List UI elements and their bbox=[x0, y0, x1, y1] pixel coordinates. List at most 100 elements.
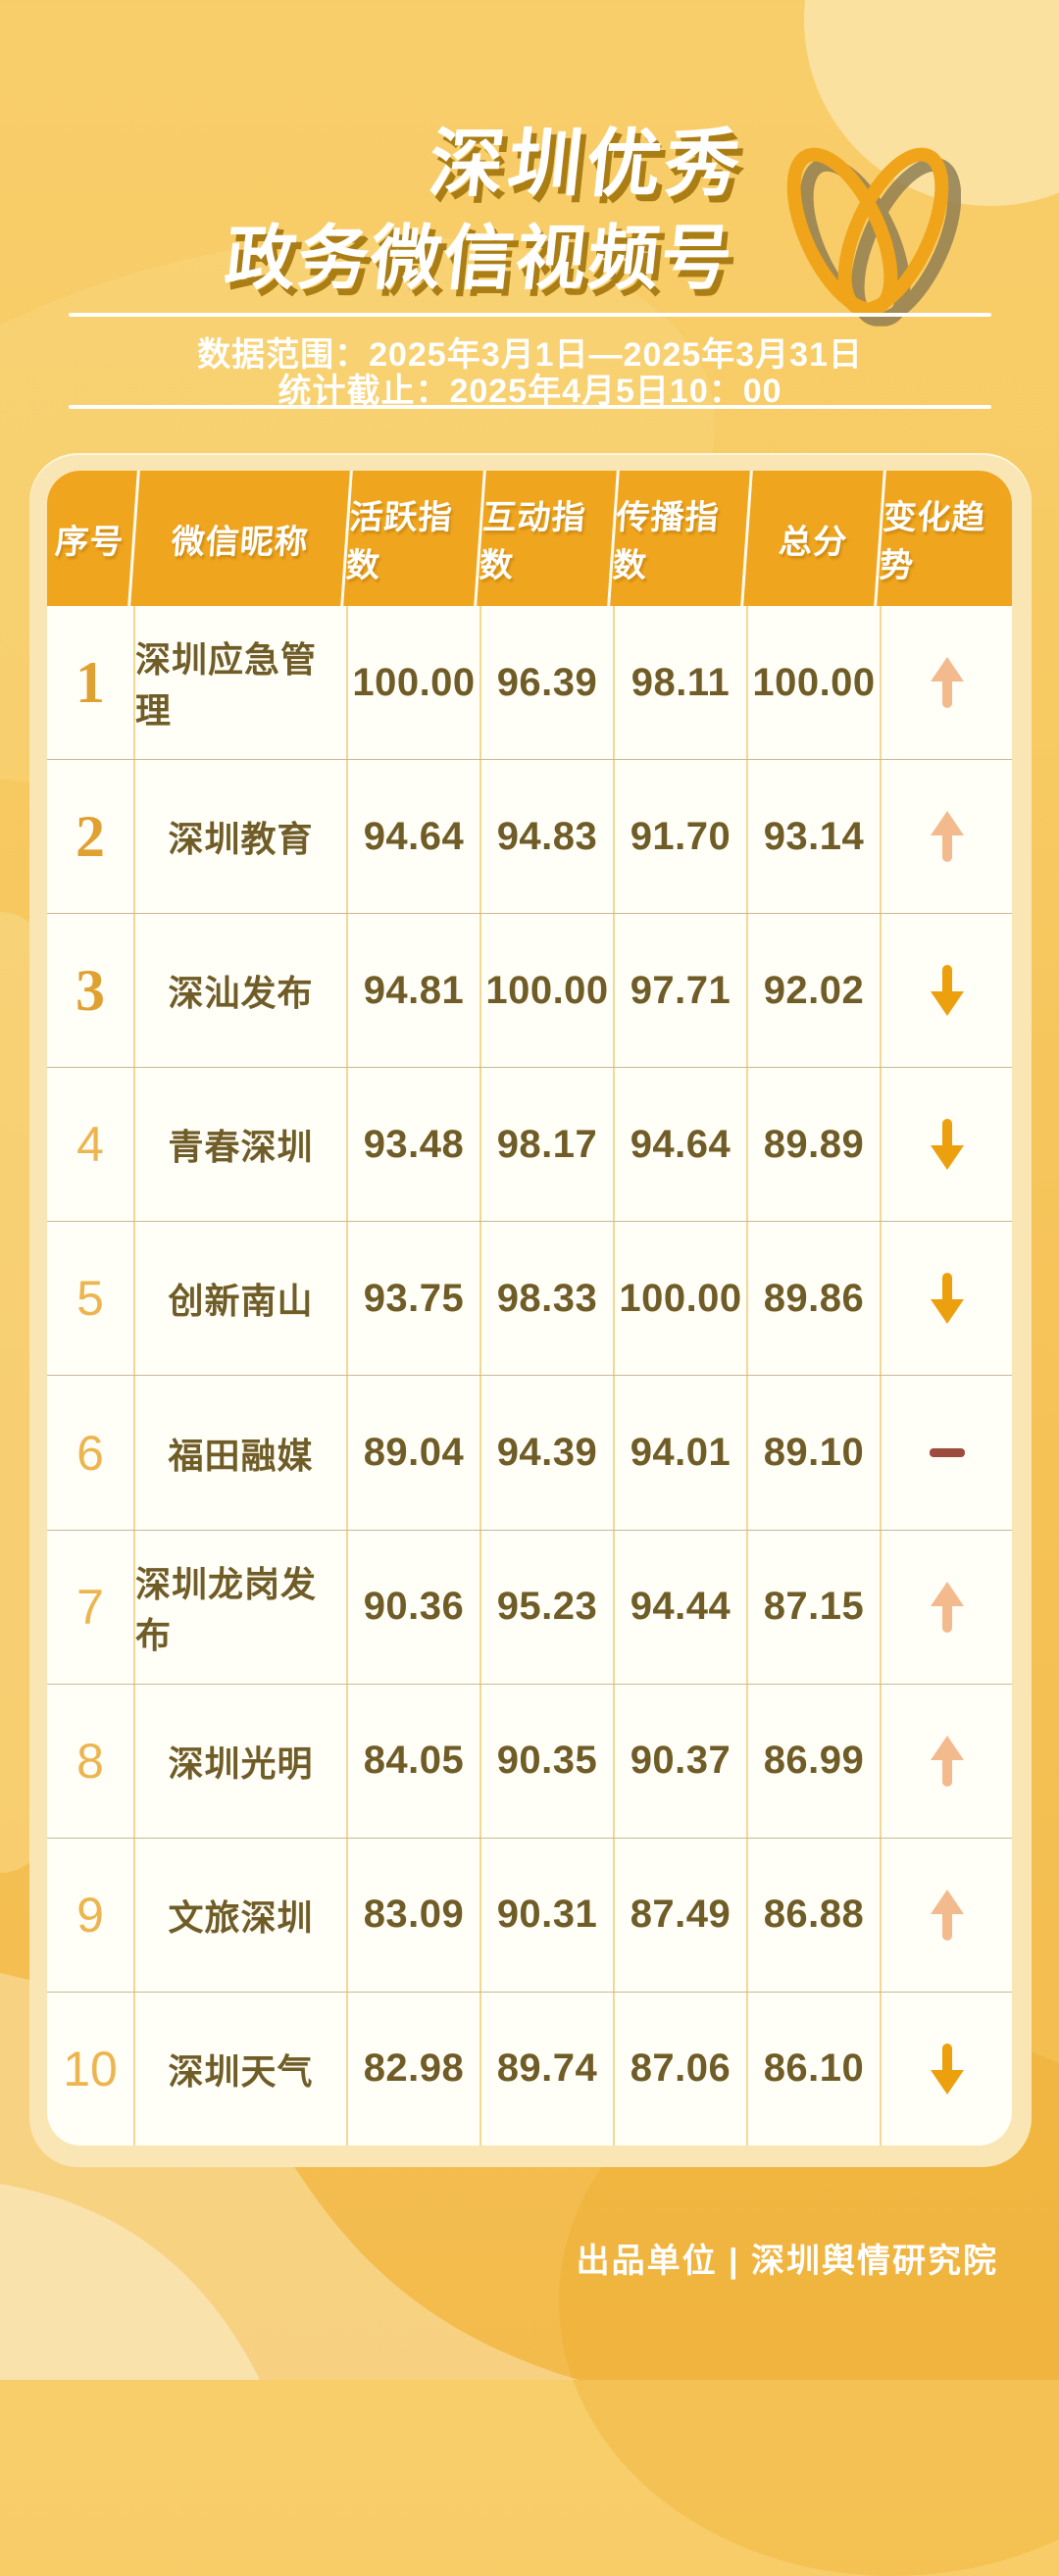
total-score-cell: 92.02 bbox=[748, 914, 882, 1068]
total-score-cell: 87.15 bbox=[748, 1530, 882, 1684]
table-row: 1 深圳应急管理 100.00 96.39 98.11 100.00 bbox=[47, 606, 1012, 760]
trend-cell bbox=[882, 1839, 1012, 1992]
trend-cell bbox=[882, 1531, 1012, 1684]
title-line-1: 深圳优秀 bbox=[425, 123, 748, 206]
total-score-cell: 89.10 bbox=[748, 1376, 882, 1530]
activity-index-cell: 82.98 bbox=[348, 1992, 481, 2146]
trend-up-icon bbox=[930, 657, 964, 709]
account-name-cell: 深圳应急管理 bbox=[135, 606, 348, 760]
page-title: 深圳优秀 政务微信视频号 bbox=[221, 123, 748, 298]
rank-cell: 8 bbox=[47, 1684, 135, 1838]
interaction-index-cell: 98.33 bbox=[481, 1222, 615, 1376]
activity-index-cell: 90.36 bbox=[348, 1530, 481, 1684]
table-row: 7 深圳龙岗发布 90.36 95.23 94.44 87.15 bbox=[47, 1529, 1012, 1684]
account-name-cell: 文旅深圳 bbox=[135, 1838, 348, 1992]
total-score-cell: 89.89 bbox=[748, 1068, 882, 1222]
rank-cell: 5 bbox=[47, 1222, 135, 1376]
bottom-divider bbox=[69, 405, 991, 409]
trend-cell bbox=[882, 914, 1012, 1067]
trend-up-icon bbox=[930, 811, 964, 863]
trend-down-icon bbox=[930, 2043, 964, 2095]
interaction-index-cell: 100.00 bbox=[481, 914, 615, 1068]
table-header-row: 序号 微信昵称 活跃指数 互动指数 传播指数 总分 变化趋势 bbox=[47, 471, 1012, 606]
trend-cell bbox=[882, 1068, 1012, 1221]
column-header-nickname: 微信昵称 bbox=[130, 471, 353, 606]
account-name-cell: 福田融媒 bbox=[135, 1376, 348, 1530]
rank-cell: 2 bbox=[47, 760, 135, 914]
column-header-interaction: 互动指数 bbox=[477, 471, 620, 606]
column-header-total: 总分 bbox=[743, 471, 886, 606]
column-header-spread: 传播指数 bbox=[610, 471, 753, 606]
spread-index-cell: 98.11 bbox=[615, 606, 748, 760]
account-name-cell: 深圳龙岗发布 bbox=[135, 1530, 348, 1684]
activity-index-cell: 93.75 bbox=[348, 1222, 481, 1376]
interaction-index-cell: 98.17 bbox=[481, 1068, 615, 1222]
column-header-trend: 变化趋势 bbox=[878, 499, 987, 584]
table-row: 10 深圳天气 82.98 89.74 87.06 86.10 bbox=[47, 1991, 1012, 2146]
trend-cell bbox=[882, 1222, 1012, 1375]
activity-index-cell: 83.09 bbox=[348, 1838, 481, 1992]
trend-cell bbox=[882, 1685, 1012, 1838]
producer-credit: 出品单位 | 深圳舆情研究院 bbox=[576, 2243, 998, 2280]
rank-cell: 1 bbox=[47, 606, 135, 760]
total-score-cell: 86.10 bbox=[748, 1992, 882, 2146]
table-body: 1 深圳应急管理 100.00 96.39 98.11 100.00 2 深圳教… bbox=[47, 606, 1012, 2146]
spread-index-cell: 87.49 bbox=[615, 1838, 748, 1992]
spread-index-cell: 97.71 bbox=[615, 914, 748, 1068]
activity-index-cell: 84.05 bbox=[348, 1684, 481, 1838]
spread-index-cell: 87.06 bbox=[615, 1992, 748, 2146]
interaction-index-cell: 96.39 bbox=[481, 606, 615, 760]
spread-index-cell: 94.44 bbox=[615, 1530, 748, 1684]
ranking-table: 序号 微信昵称 活跃指数 互动指数 传播指数 总分 变化趋势 1 深圳应急管理 … bbox=[47, 471, 1012, 2146]
total-score-cell: 86.99 bbox=[748, 1684, 882, 1838]
table-row: 4 青春深圳 93.48 98.17 94.64 89.89 bbox=[47, 1067, 1012, 1222]
account-name-cell: 深圳光明 bbox=[135, 1684, 348, 1838]
trend-flat-icon bbox=[929, 1448, 965, 1458]
spread-index-cell: 91.70 bbox=[615, 760, 748, 914]
stat-deadline-text: 统计截止：2025年4月5日10：00 bbox=[277, 373, 782, 410]
table-row: 8 深圳光明 84.05 90.35 90.37 86.99 bbox=[47, 1683, 1012, 1838]
table-row: 6 福田融媒 89.04 94.39 94.01 89.10 bbox=[47, 1375, 1012, 1530]
account-name-cell: 深圳教育 bbox=[135, 760, 348, 914]
table-row: 3 深汕发布 94.81 100.00 97.71 92.02 bbox=[47, 913, 1012, 1068]
trend-up-icon bbox=[930, 1889, 964, 1941]
ranking-card: 序号 微信昵称 活跃指数 互动指数 传播指数 总分 变化趋势 1 深圳应急管理 … bbox=[29, 453, 1032, 2167]
total-score-cell: 86.88 bbox=[748, 1838, 882, 1992]
trend-down-icon bbox=[930, 1119, 964, 1171]
trend-down-icon bbox=[930, 1273, 964, 1325]
account-name-cell: 创新南山 bbox=[135, 1222, 348, 1376]
trend-cell bbox=[882, 1376, 1012, 1529]
column-header-rank: 序号 bbox=[47, 471, 140, 606]
rank-cell: 10 bbox=[47, 1992, 135, 2146]
activity-index-cell: 89.04 bbox=[348, 1376, 481, 1530]
rank-cell: 3 bbox=[47, 914, 135, 1068]
trend-up-icon bbox=[930, 1581, 964, 1633]
trend-cell bbox=[882, 606, 1012, 759]
rank-cell: 7 bbox=[47, 1530, 135, 1684]
spread-index-cell: 94.64 bbox=[615, 1068, 748, 1222]
activity-index-cell: 94.64 bbox=[348, 760, 481, 914]
total-score-cell: 89.86 bbox=[748, 1222, 882, 1376]
account-name-cell: 青春深圳 bbox=[135, 1068, 348, 1222]
wechat-channels-icon bbox=[786, 147, 961, 327]
trend-cell bbox=[882, 1993, 1012, 2146]
spread-index-cell: 90.37 bbox=[615, 1684, 748, 1838]
activity-index-cell: 93.48 bbox=[348, 1068, 481, 1222]
total-score-cell: 100.00 bbox=[748, 606, 882, 760]
interaction-index-cell: 95.23 bbox=[481, 1530, 615, 1684]
rank-cell: 6 bbox=[47, 1376, 135, 1530]
title-line-2: 政务微信视频号 bbox=[221, 220, 738, 298]
top-divider bbox=[69, 313, 991, 317]
trend-down-icon bbox=[930, 965, 964, 1017]
table-row: 9 文旅深圳 83.09 90.31 87.49 86.88 bbox=[47, 1837, 1012, 1992]
column-header-activity: 活跃指数 bbox=[343, 471, 486, 606]
interaction-index-cell: 94.39 bbox=[481, 1376, 615, 1530]
trend-up-icon bbox=[930, 1735, 964, 1787]
rank-cell: 4 bbox=[47, 1068, 135, 1222]
trend-cell bbox=[882, 760, 1012, 913]
activity-index-cell: 100.00 bbox=[348, 606, 481, 760]
interaction-index-cell: 94.83 bbox=[481, 760, 615, 914]
account-name-cell: 深汕发布 bbox=[135, 914, 348, 1068]
account-name-cell: 深圳天气 bbox=[135, 1992, 348, 2146]
date-range-text: 数据范围：2025年3月1日—2025年3月31日 bbox=[197, 336, 863, 374]
